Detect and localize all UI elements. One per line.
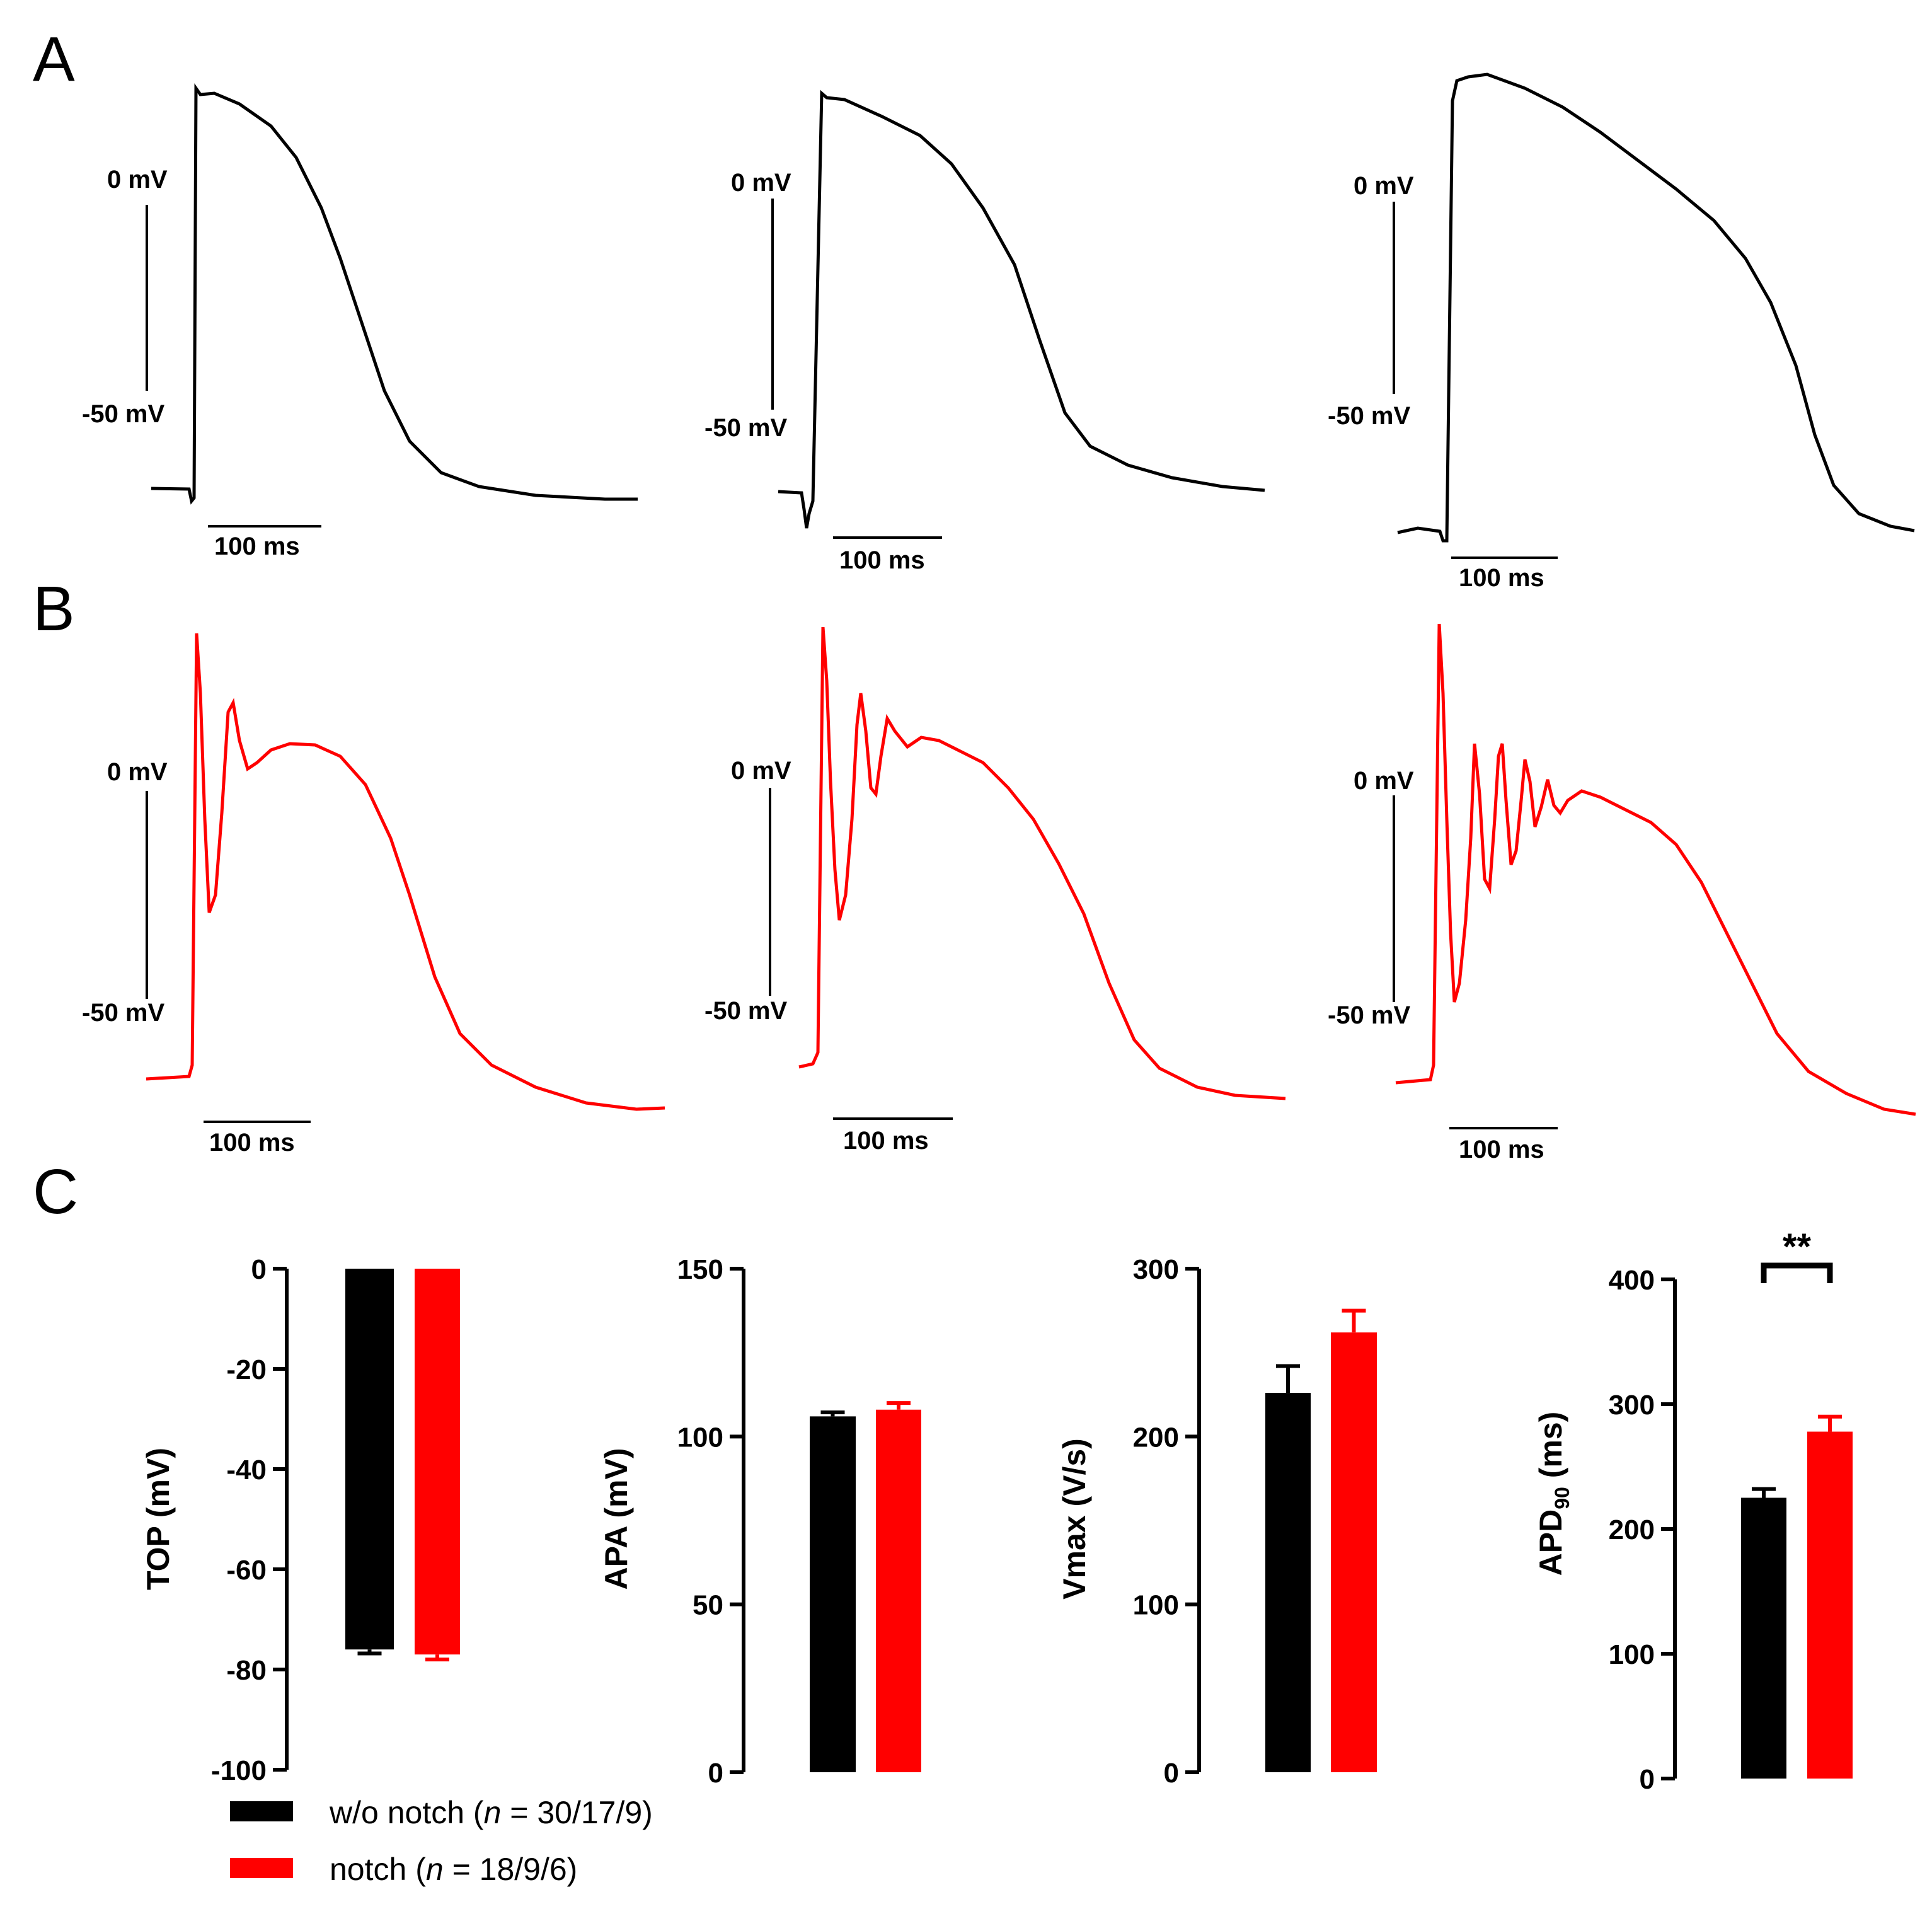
voltage-label-0mv: 0 mV: [1354, 767, 1414, 795]
voltage-label-minus50mv: -50 mV: [82, 400, 164, 428]
panel-label-c: C: [33, 1156, 78, 1227]
voltage-label-0mv: 0 mV: [731, 169, 791, 197]
y-tick-label: -40: [226, 1455, 267, 1485]
bar-notch: [1807, 1431, 1853, 1779]
voltage-label-0mv: 0 mV: [107, 758, 168, 786]
bar-without-notch: [345, 1269, 394, 1650]
y-tick-label: -80: [226, 1655, 267, 1686]
y-tick-label: 300: [1133, 1254, 1179, 1285]
time-scale-label: 100 ms: [1459, 1136, 1544, 1163]
bar-without-notch: [1741, 1497, 1786, 1779]
y-axis-label-apa: APA (mV): [599, 1448, 634, 1590]
trace-a2: 0 mV -50 mV 100 ms: [704, 89, 1265, 574]
y-tick-label: 200: [1609, 1514, 1655, 1545]
y-axis-label-vmax: Vmax (V/s): [1057, 1438, 1092, 1600]
y-tick-label: 50: [693, 1590, 723, 1621]
trace-b2: 0 mV -50 mV 100 ms: [704, 626, 1286, 1155]
trace-a1: 0 mV -50 mV 100 ms: [82, 83, 638, 560]
bar-notch: [1331, 1332, 1377, 1772]
voltage-label-minus50mv: -50 mV: [704, 414, 787, 442]
legend-text: w/o notch (: [329, 1795, 484, 1830]
time-scale-label: 100 ms: [1459, 564, 1544, 592]
voltage-label-minus50mv: -50 mV: [82, 999, 164, 1027]
legend-swatch-without-notch: [230, 1801, 293, 1821]
chart-apd90: 0 100 200 300 400 **: [1609, 1226, 1853, 1795]
legend-label-without-notch: w/o notch (n = 30/17/9): [329, 1795, 653, 1830]
ylabel-unit: (ms): [1533, 1412, 1568, 1487]
time-scale-label: 100 ms: [209, 1129, 295, 1156]
bar-notch: [876, 1409, 921, 1772]
panel-label-a: A: [33, 24, 75, 95]
voltage-label-minus50mv: -50 mV: [704, 997, 787, 1025]
voltage-label-minus50mv: -50 mV: [1328, 402, 1410, 430]
y-tick-label: 400: [1609, 1265, 1655, 1296]
legend-text: = 18/9/6): [444, 1852, 578, 1887]
trace-b1: 0 mV -50 mV 100 ms: [82, 633, 665, 1156]
action-potential-trace: [151, 83, 638, 505]
y-tick-label: 100: [677, 1422, 723, 1453]
bar-notch: [415, 1269, 460, 1655]
chart-top: 0 -20 -40 -60 -80 -100 TOP (mV): [141, 1254, 460, 1786]
chart-vmax: 0 100 200 300 Vmax (V/s): [1057, 1254, 1377, 1789]
legend-label-notch: notch (n = 18/9/6): [330, 1852, 577, 1887]
legend-swatch-notch: [230, 1858, 293, 1878]
panel-label-b: B: [33, 574, 75, 644]
y-tick-label: -60: [226, 1555, 267, 1586]
voltage-label-0mv: 0 mV: [107, 166, 168, 193]
time-scale-label: 100 ms: [839, 546, 925, 574]
y-tick-label: -20: [226, 1354, 267, 1385]
y-axis-label-apd90: APD90 (ms): [1533, 1412, 1573, 1576]
y-tick-label: 0: [1640, 1764, 1655, 1795]
chart-apa: 0 50 100 150 APA (mV): [599, 1254, 921, 1789]
y-tick-label: 100: [1133, 1590, 1179, 1621]
significance-marker: **: [1783, 1226, 1812, 1267]
action-potential-trace: [146, 633, 665, 1111]
voltage-label-minus50mv: -50 mV: [1328, 1001, 1410, 1029]
ylabel-main: APD: [1533, 1509, 1568, 1576]
bar-without-notch: [810, 1416, 856, 1772]
trace-a3: 0 mV -50 mV 100 ms: [1328, 72, 1915, 592]
bar-charts: 0 -20 -40 -60 -80 -100 TOP (mV) 0 50 100 150 APA (m…: [141, 1226, 1853, 1795]
y-tick-label: 0: [1164, 1758, 1179, 1789]
y-axis-label-top: TOP (mV): [141, 1448, 176, 1590]
legend: w/o notch (n = 30/17/9) notch (n = 18/9/…: [230, 1795, 653, 1887]
y-tick-label: 200: [1133, 1422, 1179, 1453]
legend-n: n: [426, 1852, 444, 1887]
legend-text: notch (: [330, 1852, 426, 1887]
significance-bracket: [1761, 1262, 1833, 1283]
trace-b3: 0 mV -50 mV 100 ms: [1328, 623, 1916, 1163]
action-potential-trace: [798, 626, 1286, 1100]
voltage-label-0mv: 0 mV: [731, 757, 791, 785]
action-potential-trace: [1395, 623, 1916, 1116]
legend-text: = 30/17/9): [501, 1795, 652, 1830]
y-tick-label: -100: [211, 1755, 267, 1786]
y-tick-label: 0: [708, 1758, 723, 1789]
y-tick-label: 300: [1609, 1390, 1655, 1421]
y-tick-label: 150: [677, 1254, 723, 1285]
y-tick-label: 0: [251, 1254, 267, 1285]
time-scale-label: 100 ms: [843, 1127, 929, 1155]
action-potential-trace: [1397, 72, 1915, 543]
legend-n: n: [484, 1795, 502, 1830]
ylabel-subscript: 90: [1551, 1487, 1573, 1509]
voltage-label-0mv: 0 mV: [1354, 172, 1414, 200]
y-tick-label: 100: [1609, 1639, 1655, 1670]
bar-without-notch: [1265, 1393, 1311, 1772]
action-potential-trace: [778, 89, 1265, 529]
time-scale-label: 100 ms: [214, 533, 300, 560]
